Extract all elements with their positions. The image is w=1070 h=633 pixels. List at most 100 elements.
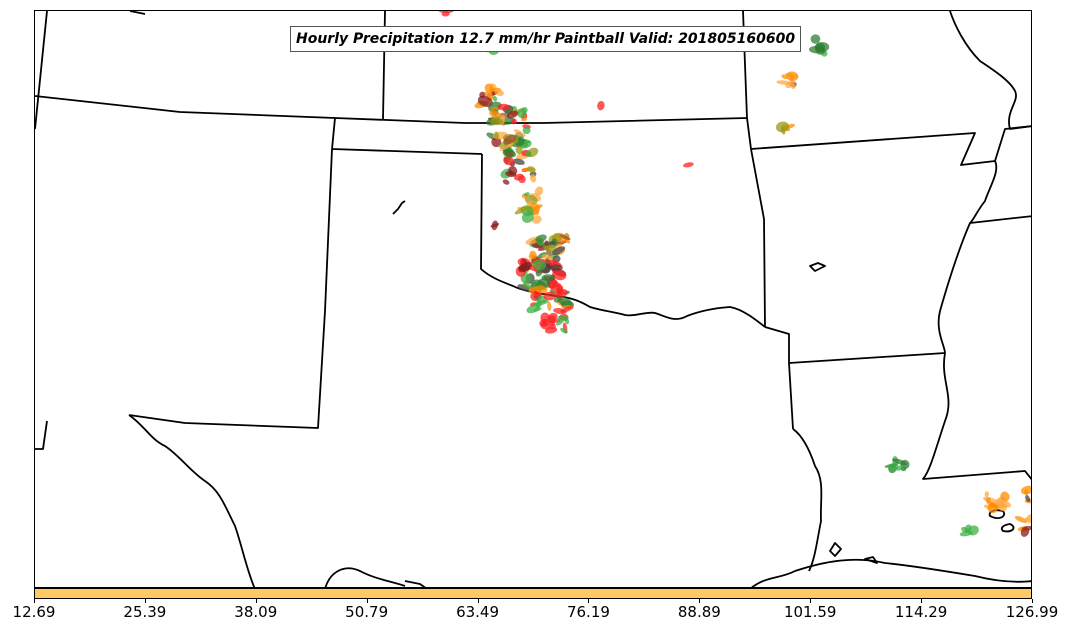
state-boundary bbox=[792, 428, 823, 572]
precip-blob bbox=[533, 307, 542, 312]
precip-blob bbox=[547, 301, 552, 311]
state-boundary bbox=[35, 11, 48, 130]
precip-blob bbox=[597, 100, 605, 111]
precip-blob bbox=[815, 45, 826, 55]
precip-blob bbox=[995, 499, 1012, 508]
colorbar-tick-label: 38.09 bbox=[234, 603, 278, 621]
precip-blob bbox=[494, 88, 504, 96]
precip-blob bbox=[810, 34, 821, 44]
precip-blob bbox=[1014, 516, 1028, 524]
island bbox=[1000, 523, 1015, 533]
island bbox=[864, 556, 878, 564]
colorbar-tick-mark bbox=[810, 599, 812, 603]
precip-blob bbox=[547, 315, 556, 323]
state-boundary bbox=[331, 117, 336, 150]
colorbar-tick-mark bbox=[366, 599, 368, 603]
colorbar-tick-mark bbox=[921, 599, 923, 603]
precip-blob bbox=[775, 121, 790, 133]
state-boundary bbox=[949, 11, 1031, 130]
precip-blob bbox=[514, 205, 530, 215]
precip-blob bbox=[503, 156, 514, 166]
colorbar-tick-mark bbox=[477, 599, 479, 603]
state-boundary bbox=[969, 160, 998, 224]
state-boundary bbox=[922, 352, 1031, 480]
colorbar-tick-mark bbox=[255, 599, 257, 603]
precip-blob bbox=[552, 269, 567, 281]
island bbox=[809, 262, 826, 272]
map-panel: Hourly Precipitation 12.7 mm/hr Paintbal… bbox=[34, 10, 1032, 588]
state-boundary bbox=[788, 352, 946, 364]
precip-blob bbox=[503, 149, 517, 158]
state-boundary bbox=[128, 148, 333, 429]
colorbar-tick-label: 76.19 bbox=[566, 603, 610, 621]
precip-blob bbox=[535, 285, 548, 294]
precip-blob bbox=[556, 285, 564, 296]
precip-blob bbox=[985, 497, 991, 503]
colorbar-tick-label: 25.39 bbox=[123, 603, 167, 621]
precip-blob bbox=[520, 118, 528, 122]
precip-blob bbox=[514, 173, 524, 181]
map-title: Hourly Precipitation 12.7 mm/hr Paintbal… bbox=[290, 26, 802, 52]
lake bbox=[392, 200, 406, 215]
precip-blob bbox=[984, 491, 989, 498]
precip-blob bbox=[512, 138, 526, 148]
precip-blob bbox=[781, 74, 788, 80]
colorbar-tick-label: 101.59 bbox=[783, 603, 837, 621]
precip-blob bbox=[512, 158, 525, 165]
precip-blob bbox=[785, 81, 795, 89]
state-boundary bbox=[750, 148, 766, 328]
precip-blob bbox=[543, 291, 556, 301]
precip-blob bbox=[518, 261, 533, 273]
precip-blob bbox=[1025, 494, 1031, 503]
colorbar-tick-mark bbox=[1032, 599, 1033, 603]
colorbar-tick-mark bbox=[588, 599, 590, 603]
precip-blob bbox=[521, 211, 534, 223]
precip-blob bbox=[895, 464, 905, 471]
precip-blob bbox=[557, 314, 569, 322]
precip-blob bbox=[515, 146, 523, 155]
precip-blob bbox=[549, 323, 556, 330]
precip-blob bbox=[967, 525, 979, 536]
precip-blob bbox=[508, 166, 518, 176]
precip-blob bbox=[494, 131, 499, 139]
precip-blob bbox=[553, 296, 562, 303]
precip-blob bbox=[522, 282, 533, 290]
precip-blob bbox=[1020, 526, 1030, 537]
precip-blob bbox=[522, 126, 531, 135]
island bbox=[829, 542, 842, 557]
state-boundary bbox=[750, 125, 1031, 166]
precip-blob bbox=[546, 259, 562, 266]
precip-blob bbox=[438, 11, 454, 14]
colorbar-tick-label: 50.79 bbox=[345, 603, 389, 621]
precip-blob bbox=[558, 296, 573, 308]
precip-blob bbox=[490, 223, 500, 228]
precip-blob bbox=[1020, 485, 1031, 495]
precip-blob bbox=[892, 458, 907, 466]
precip-blob bbox=[549, 264, 563, 271]
precip-blob bbox=[529, 250, 537, 260]
state-boundary bbox=[764, 326, 794, 430]
precip-blob bbox=[559, 234, 571, 241]
state-boundary bbox=[35, 420, 48, 450]
precip-blob bbox=[506, 110, 519, 119]
precip-blob bbox=[1000, 491, 1010, 502]
precip-blob bbox=[961, 526, 969, 533]
precip-blob bbox=[515, 131, 526, 137]
precip-blob bbox=[540, 321, 551, 330]
coastline bbox=[129, 11, 146, 15]
colorbar-tick-mark bbox=[144, 599, 146, 603]
precip-blob bbox=[560, 328, 568, 334]
precip-blob bbox=[511, 118, 517, 125]
precip-blob bbox=[499, 142, 514, 152]
precip-blobs bbox=[438, 11, 1031, 537]
coastline bbox=[404, 580, 426, 587]
colorbar bbox=[34, 588, 1032, 599]
precip-blob bbox=[535, 234, 547, 243]
precip-blob bbox=[524, 151, 532, 157]
precip-blob bbox=[502, 179, 510, 185]
precip-blob bbox=[786, 71, 799, 82]
state-boundary bbox=[35, 95, 748, 124]
precip-blob bbox=[521, 107, 528, 114]
state-boundary bbox=[937, 215, 1031, 354]
precip-blob bbox=[492, 96, 498, 102]
